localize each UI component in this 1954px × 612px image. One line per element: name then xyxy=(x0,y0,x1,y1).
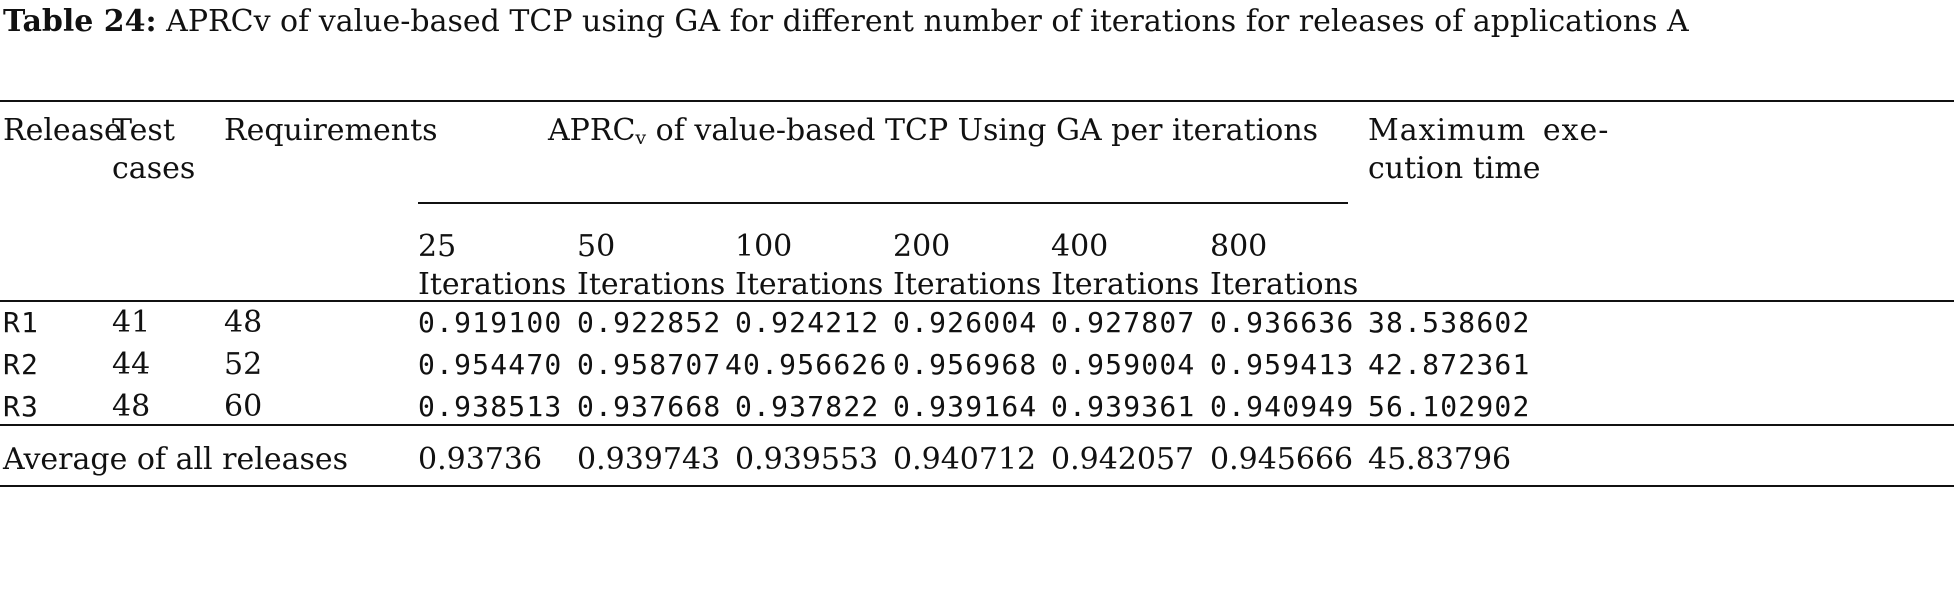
row-value-400: 0.959004 xyxy=(1051,348,1196,381)
row-value-50: 0.937668 xyxy=(577,390,722,423)
row-max-time: 56.102902 xyxy=(1368,390,1531,423)
iter-25-count: 25 xyxy=(418,229,457,264)
average-value-200: 0.940712 xyxy=(893,442,1037,477)
iter-200-count: 200 xyxy=(893,229,951,264)
row-value-25: 0.938513 xyxy=(418,390,563,423)
row-value-50: 0.922852 xyxy=(577,306,722,339)
header-iter-800: 800 Iterations xyxy=(1210,228,1358,304)
table-caption: Table 24: APRCv of value-based TCP using… xyxy=(3,0,1951,44)
header-aprc-group: APRCv of value-based TCP Using GA per it… xyxy=(548,112,1318,157)
row-requirements: 48 xyxy=(224,305,263,340)
header-requirements: Requirements xyxy=(224,113,438,148)
header-release: Release xyxy=(3,113,122,148)
iter-400-unit: Iterations xyxy=(1051,267,1200,302)
row-max-time: 42.872361 xyxy=(1368,348,1531,381)
average-value-25: 0.93736 xyxy=(418,442,543,477)
header-iter-400: 400 Iterations xyxy=(1051,228,1199,304)
body-bottom-rule xyxy=(0,424,1954,426)
header-max-exec-line1: Maximum exe- xyxy=(1368,113,1610,148)
header-aprc-prefix: APRC xyxy=(548,113,636,148)
row-value-400: 0.939361 xyxy=(1051,390,1196,423)
group-header-rule xyxy=(418,202,1348,204)
iter-100-count: 100 xyxy=(735,229,793,264)
header-test-cases-line2: cases xyxy=(112,151,196,186)
header-max-exec-line2: cution time xyxy=(1368,151,1541,186)
caption-text: APRCv of value-based TCP using GA for di… xyxy=(166,4,1689,39)
header-iter-100: 100 Iterations xyxy=(735,228,883,304)
iter-200-unit: Iterations xyxy=(893,267,1042,302)
average-value-400: 0.942057 xyxy=(1051,442,1195,477)
row-value-100: 0.924212 xyxy=(735,306,880,339)
iter-25-unit: Iterations xyxy=(418,267,567,302)
iter-800-unit: Iterations xyxy=(1210,267,1359,302)
row-value-200: 0.926004 xyxy=(893,306,1038,339)
iter-800-count: 800 xyxy=(1210,229,1268,264)
row-value-800: 0.940949 xyxy=(1210,390,1355,423)
header-iter-50: 50 Iterations xyxy=(577,228,725,304)
header-test-cases: Test cases xyxy=(112,112,195,188)
table-bottom-rule xyxy=(0,485,1954,487)
row-value-200: 0.956968 xyxy=(893,348,1038,381)
average-max-time: 45.83796 xyxy=(1368,442,1512,477)
row-value-25: 0.919100 xyxy=(418,306,563,339)
average-label: Average of all releases xyxy=(3,442,349,477)
row-test-cases: 48 xyxy=(112,389,151,424)
row-value-400: 0.927807 xyxy=(1051,306,1196,339)
header-bottom-rule xyxy=(0,300,1954,302)
header-iter-200: 200 Iterations xyxy=(893,228,1041,304)
row-requirements: 52 xyxy=(224,347,263,382)
header-iter-25: 25 Iterations xyxy=(418,228,566,304)
average-value-100: 0.939553 xyxy=(735,442,879,477)
row-release: R1 xyxy=(3,306,40,339)
row-test-cases: 44 xyxy=(112,347,151,382)
caption-label: Table 24: xyxy=(3,4,157,39)
row-value-100: 40.956626 xyxy=(725,348,888,381)
iter-50-unit: Iterations xyxy=(577,267,726,302)
header-aprc-subscript: v xyxy=(635,127,647,149)
row-release: R2 xyxy=(3,348,40,381)
row-value-25: 0.954470 xyxy=(418,348,563,381)
header-max-exec-time: Maximum exe- cution time xyxy=(1368,112,1609,188)
header-aprc-suffix: of value-based TCP Using GA per iteratio… xyxy=(646,113,1319,148)
row-value-100: 0.937822 xyxy=(735,390,880,423)
row-max-time: 38.538602 xyxy=(1368,306,1531,339)
iter-100-unit: Iterations xyxy=(735,267,884,302)
table-top-rule xyxy=(0,100,1954,102)
row-test-cases: 41 xyxy=(112,305,151,340)
row-value-800: 0.959413 xyxy=(1210,348,1355,381)
iter-400-count: 400 xyxy=(1051,229,1109,264)
average-value-50: 0.939743 xyxy=(577,442,721,477)
row-release: R3 xyxy=(3,390,40,423)
row-value-200: 0.939164 xyxy=(893,390,1038,423)
row-value-800: 0.936636 xyxy=(1210,306,1355,339)
header-test-cases-line1: Test xyxy=(112,113,175,148)
row-value-50: 0.958707 xyxy=(577,348,722,381)
average-value-800: 0.945666 xyxy=(1210,442,1354,477)
row-requirements: 60 xyxy=(224,389,263,424)
iter-50-count: 50 xyxy=(577,229,616,264)
